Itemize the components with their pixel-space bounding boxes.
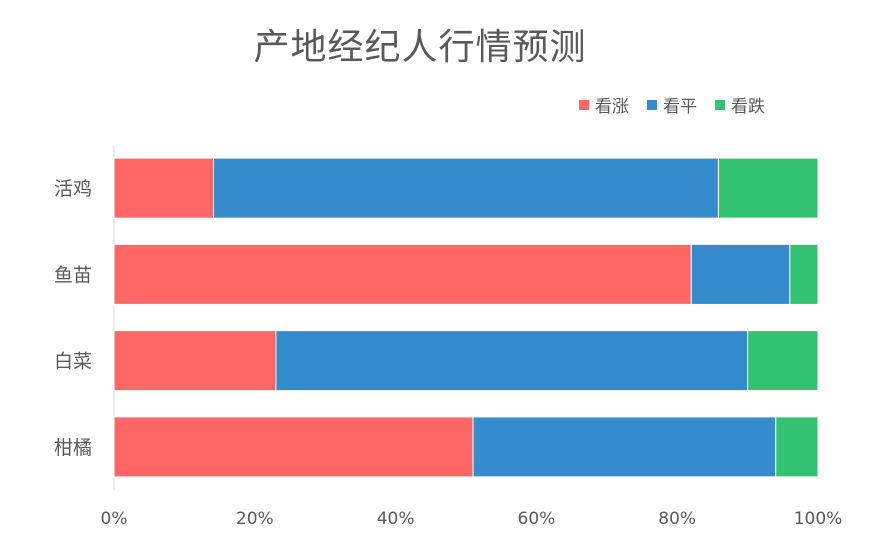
legend: 看涨 看平 看跌 — [579, 92, 765, 117]
legend-label-up: 看涨 — [595, 97, 629, 117]
bar-segment-柑橘-看跌 — [775, 416, 819, 478]
x-tick-label: 100% — [794, 509, 843, 529]
bar-segment-活鸡-看平 — [213, 157, 719, 219]
chart-title: 产地经纪人行情预测 — [253, 27, 587, 68]
x-tick-label: 0% — [101, 509, 128, 529]
legend-item-up: 看涨 — [579, 92, 629, 117]
legend-swatch-flat — [647, 99, 657, 110]
category-label: 白菜 — [54, 351, 92, 373]
bar-segment-柑橘-看平 — [472, 416, 777, 478]
bar-segment-鱼苗-看跌 — [789, 243, 819, 305]
bar-segment-白菜-看跌 — [747, 330, 819, 392]
x-tick-label: 40% — [377, 509, 415, 529]
legend-label-down: 看跌 — [731, 97, 765, 117]
legend-swatch-up — [579, 99, 589, 110]
x-tick-label: 80% — [658, 509, 696, 529]
bar-segment-活鸡-看跌 — [717, 157, 819, 219]
bar-segment-鱼苗-看涨 — [113, 243, 692, 305]
legend-swatch-down — [715, 99, 725, 110]
bar-segment-柑橘-看涨 — [113, 416, 474, 478]
bar-segment-白菜-看平 — [275, 330, 749, 392]
legend-label-flat: 看平 — [663, 97, 697, 117]
bar-segment-白菜-看涨 — [113, 330, 277, 392]
category-label: 鱼苗 — [54, 264, 92, 286]
bar-segment-鱼苗-看平 — [690, 243, 791, 305]
category-label: 柑橘 — [54, 437, 92, 459]
legend-item-flat: 看平 — [647, 92, 697, 117]
x-tick-label: 20% — [236, 509, 274, 529]
category-label: 活鸡 — [54, 178, 92, 200]
bar-segment-活鸡-看涨 — [113, 157, 215, 219]
legend-item-down: 看跌 — [715, 92, 765, 117]
x-tick-label: 60% — [518, 509, 556, 529]
